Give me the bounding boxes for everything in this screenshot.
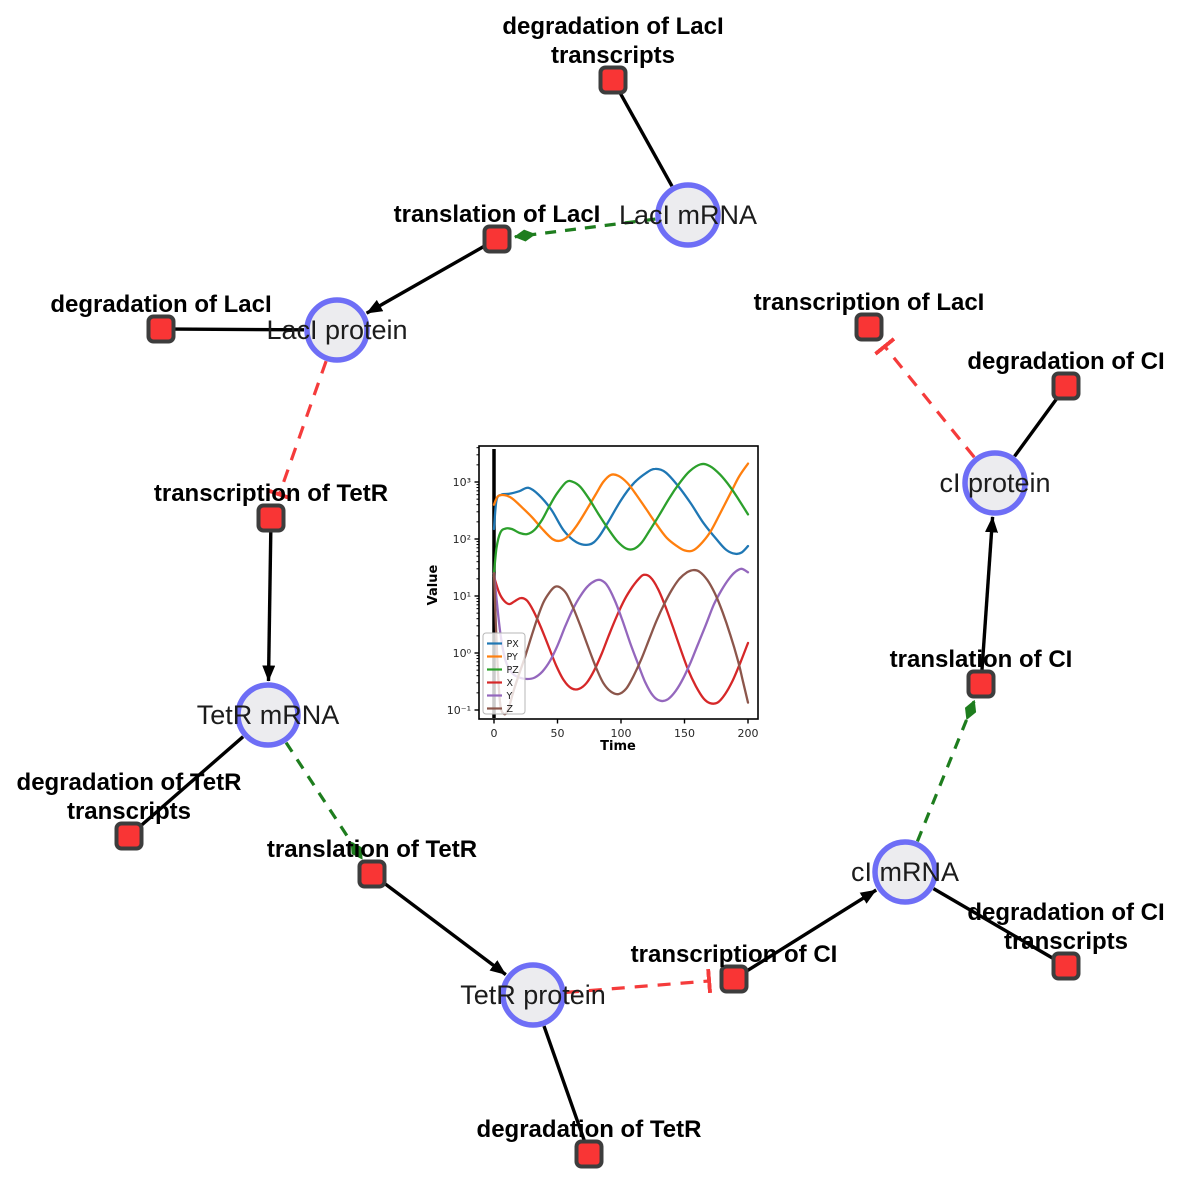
reaction-node-transl_laci[interactable] xyxy=(482,224,512,254)
x-tick-label: 50 xyxy=(551,727,565,740)
reaction-node-deg_laci[interactable] xyxy=(146,314,176,344)
y-tick-label: 10³ xyxy=(453,476,471,489)
x-tick-label: 0 xyxy=(491,727,498,740)
edge-inhibition-laci_protein-transc_tetr xyxy=(267,360,328,501)
reaction-label-deg_ci_tr-line2: transcripts xyxy=(1004,928,1128,955)
reaction-label-transl_tetr-line1: translation of TetR xyxy=(267,836,477,863)
legend-box xyxy=(482,632,526,715)
edge-consumption-ci_mrna-deg_ci_tr xyxy=(932,887,1056,961)
edge-production-transl_tetr-tetr_protein xyxy=(381,880,507,976)
species-label-tetr_mrna: TetR mRNA xyxy=(197,700,340,730)
species-layer: LacI mRNA LacI protein TetR mRNA TetR prote… xyxy=(197,182,1051,1028)
reaction-node-deg_tetr_tr[interactable] xyxy=(114,821,144,851)
edge-inhibition-tetr_protein-transc_ci xyxy=(565,968,713,994)
legend-label-PX: PX xyxy=(507,639,520,650)
y-tick-label: 10⁰ xyxy=(453,647,472,660)
inset-chart: 0 50 100 150 20010³10²10¹10⁰10⁻¹TimeValuePXP… xyxy=(426,445,759,754)
reaction-label-deg_laci_tr-line1: degradation of LacI xyxy=(502,13,723,40)
reaction-node-transc_laci[interactable] xyxy=(854,312,884,342)
chart-legend: PX PY PZ XYZ xyxy=(482,632,526,715)
edge-consumption-tetr_protein-deg_tetr xyxy=(542,1025,587,1143)
edge-production-transc_tetr-tetr_mrna xyxy=(262,530,276,682)
species-node-ci_mrna[interactable] xyxy=(872,839,938,905)
species-label-laci_mrna: LacI mRNA xyxy=(619,200,757,230)
x-tick-label: 150 xyxy=(674,727,695,740)
edge-consumption-tetr_mrna-deg_tetr_tr xyxy=(137,735,245,829)
species-label-tetr_protein: TetR protein xyxy=(460,980,606,1010)
reaction-label-transc_ci-line1: transcription of CI xyxy=(631,941,838,968)
series-Y xyxy=(492,567,750,703)
edges-layer xyxy=(137,90,1060,1143)
reaction-label-transc_laci-line1: transcription of LacI xyxy=(754,289,985,316)
reaction-label-deg_tetr_tr-line2: transcripts xyxy=(67,798,191,825)
series-PZ xyxy=(492,462,750,575)
reaction-node-transl_tetr[interactable] xyxy=(357,859,387,889)
edge-modifier-tetr_mrna-transl_tetr xyxy=(284,741,364,860)
reaction-label-deg_laci_tr-line2: transcripts xyxy=(551,42,675,69)
legend-label-PY: PY xyxy=(507,652,519,663)
edge-modifier-ci_mrna-transl_ci xyxy=(915,699,977,842)
edge-consumption-laci_protein-deg_laci xyxy=(173,327,305,332)
legend-label-Z: Z xyxy=(507,704,514,715)
reaction-label-transl_ci-line1: translation of CI xyxy=(890,646,1073,673)
reaction-label-deg_laci-line1: degradation of LacI xyxy=(50,291,271,318)
edge-consumption-laci_mrna-deg_laci_tr xyxy=(617,90,674,188)
legend-label-Y: Y xyxy=(506,691,513,702)
reactions-layer: degradation of LacItranscriptstranslatio… xyxy=(17,13,1165,1169)
reaction-label-transc_tetr-line1: transcription of TetR xyxy=(154,480,388,507)
reaction-node-deg_tetr[interactable] xyxy=(574,1139,604,1169)
edge-modifier-laci_mrna-transl_laci xyxy=(513,217,656,242)
reaction-label-deg_tetr_tr-line1: degradation of TetR xyxy=(17,769,242,796)
species-label-ci_protein: cI protein xyxy=(939,468,1050,498)
species-node-tetr_mrna[interactable] xyxy=(235,682,301,748)
legend-label-X: X xyxy=(507,678,514,689)
reaction-label-transl_laci-line1: translation of LacI xyxy=(394,201,601,228)
legend-label-PZ: PZ xyxy=(507,665,520,676)
edge-consumption-ci_protein-deg_ci xyxy=(1013,395,1060,458)
y-axis-label: Value xyxy=(426,564,441,605)
reaction-node-transl_ci[interactable] xyxy=(966,669,996,699)
reaction-label-deg_tetr-line1: degradation of TetR xyxy=(477,1116,702,1143)
x-tick-label: 100 xyxy=(611,727,632,740)
y-tick-label: 10² xyxy=(453,533,471,546)
y-tick-label: 10⁻¹ xyxy=(447,704,471,717)
reaction-node-deg_ci[interactable] xyxy=(1051,371,1081,401)
reaction-node-deg_laci_tr[interactable] xyxy=(598,65,628,95)
edge-inhibition-ci_protein-transc_laci xyxy=(874,337,976,459)
y-tick-label: 10¹ xyxy=(453,590,471,603)
edge-production-transl_laci-laci_protein xyxy=(365,243,487,315)
x-axis-label: Time xyxy=(600,739,636,754)
species-label-ci_mrna: cI mRNA xyxy=(851,857,959,887)
edge-production-transc_ci-ci_mrna xyxy=(744,888,878,974)
species-node-laci_protein[interactable] xyxy=(304,297,370,363)
series-PX xyxy=(492,467,750,556)
edge-production-transl_ci-ci_protein xyxy=(980,516,999,672)
reaction-node-transc_ci[interactable] xyxy=(719,964,749,994)
species-node-tetr_protein[interactable] xyxy=(500,962,566,1028)
species-node-laci_mrna[interactable] xyxy=(655,182,721,248)
reaction-label-deg_ci-line1: degradation of CI xyxy=(967,348,1164,375)
species-node-ci_protein[interactable] xyxy=(962,450,1028,516)
plot-frame xyxy=(478,445,759,720)
reaction-node-deg_ci_tr[interactable] xyxy=(1051,951,1081,981)
species-label-laci_protein: LacI protein xyxy=(266,315,407,345)
reaction-node-transc_tetr[interactable] xyxy=(256,503,286,533)
reaction-label-deg_ci_tr-line1: degradation of CI xyxy=(967,899,1164,926)
x-tick-label: 200 xyxy=(738,727,759,740)
series-PY xyxy=(492,462,750,553)
series-X xyxy=(492,573,750,705)
